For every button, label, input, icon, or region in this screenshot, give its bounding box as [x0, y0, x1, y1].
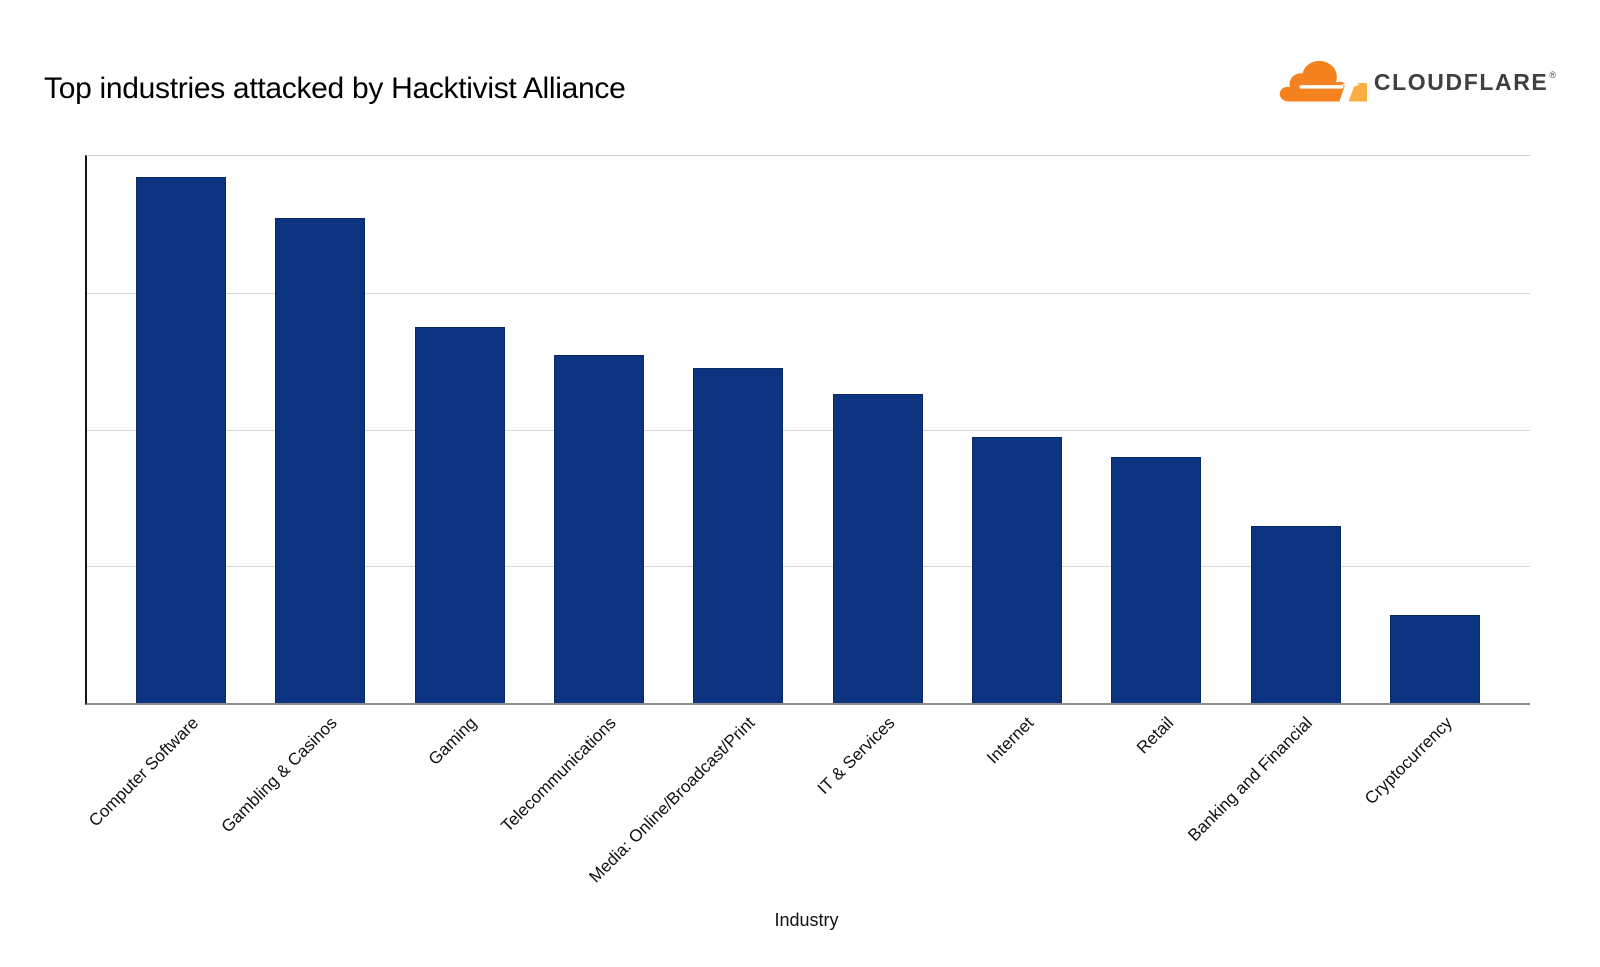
bar-cryptocurrency	[1389, 614, 1480, 703]
bar-telecommunications	[553, 354, 644, 703]
x-tick-label-gambling-casinos: Gambling & Casinos	[218, 713, 342, 837]
registered-trademark-icon: ®	[1549, 70, 1556, 80]
cloudflare-logo: CLOUDFLARE ®	[1277, 56, 1556, 102]
x-tick-label-computer-software: Computer Software	[84, 713, 202, 831]
x-tick-label-internet: Internet	[983, 713, 1038, 768]
chart-title: Top industries attacked by Hacktivist Al…	[44, 72, 626, 105]
bar-it-services	[832, 393, 923, 703]
gridline-75	[87, 292, 1530, 294]
x-tick-label-cryptocurrency: Cryptocurrency	[1360, 713, 1456, 809]
cloudflare-cloud-icon	[1279, 56, 1367, 102]
cloudflare-wordmark: CLOUDFLARE	[1373, 68, 1549, 95]
bar-internet	[971, 437, 1062, 703]
x-tick-label-banking-and-financial: Banking and Financial	[1184, 713, 1317, 846]
bar-gaming	[414, 326, 505, 703]
x-tick-label-it-services: IT & Services	[813, 713, 899, 798]
gridline-50	[87, 429, 1530, 431]
bar-media-online-broadcast-print	[693, 368, 784, 703]
bar-computer-software	[136, 176, 226, 703]
x-tick-label-gaming: Gaming	[424, 713, 481, 769]
bar-retail	[1111, 456, 1202, 703]
x-tick-label-media-online-broadcast-print: Media: Online/Broadcast/Print	[585, 713, 760, 887]
bar-banking-and-financial	[1250, 525, 1341, 703]
gridline-25	[87, 566, 1530, 568]
bar-gambling-casinos	[275, 217, 366, 703]
plot-area	[85, 155, 1530, 705]
x-tick-label-telecommunications: Telecommunications	[497, 713, 620, 836]
x-tick-label-retail: Retail	[1132, 713, 1178, 758]
x-axis-title: Industry	[774, 910, 839, 930]
x-axis-tick-labels: Computer Software Gambling & Casinos Gamin…	[84, 713, 1528, 904]
